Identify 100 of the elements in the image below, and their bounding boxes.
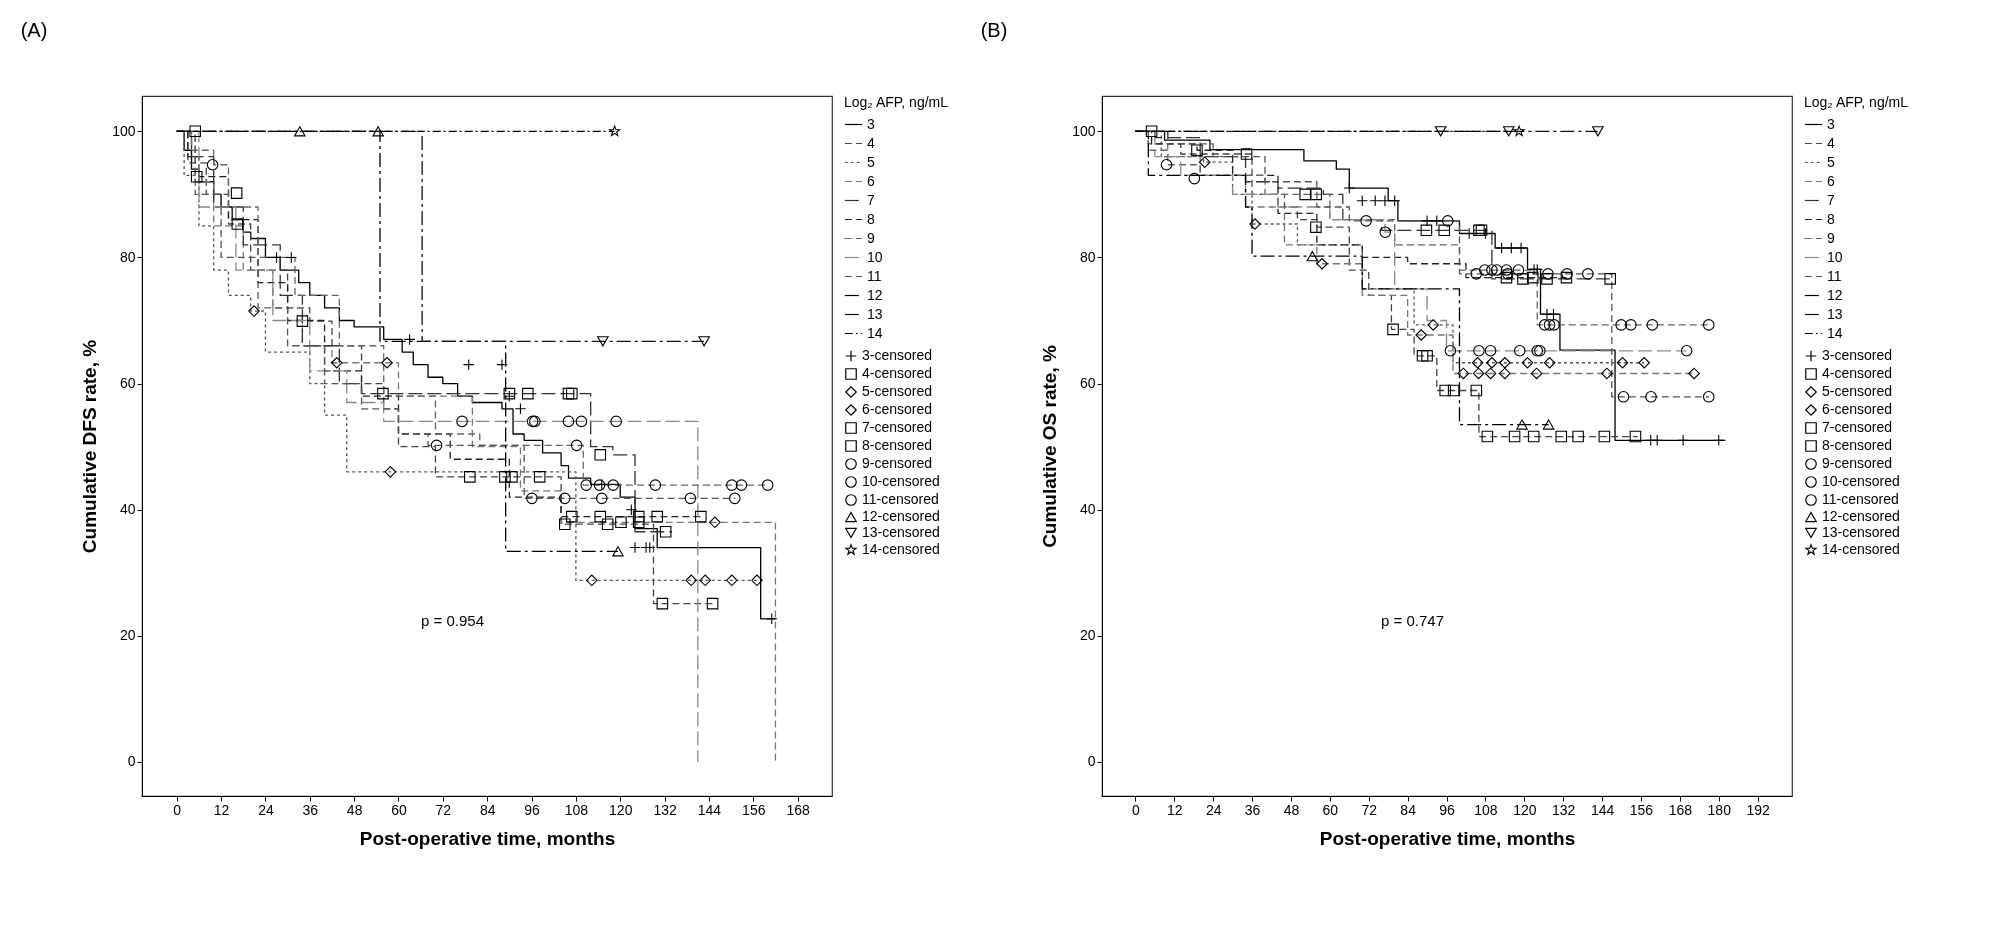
- y-tick-label: 60: [119, 375, 136, 392]
- x-tick-label: 24: [1205, 801, 1222, 818]
- legend-label: 10: [1827, 248, 1843, 265]
- x-tick-label: 0: [1131, 801, 1140, 818]
- legend-label: 5: [1827, 153, 1835, 170]
- x-tick-label: 156: [742, 801, 766, 818]
- legend-label: 10-censored: [1822, 473, 1900, 489]
- legend-label: 10: [867, 248, 883, 265]
- legend-label: 9-censored: [862, 455, 933, 471]
- legend-label: 14: [1827, 324, 1843, 341]
- legend-label: 13-censored: [1822, 524, 1900, 540]
- y-axis-title: Cumulative OS rate, %: [1039, 345, 1061, 548]
- legend-label: 6: [1827, 172, 1835, 189]
- legend-label: 13: [867, 305, 883, 322]
- legend-label: 8-censored: [862, 437, 933, 453]
- legend-label: 13: [1827, 305, 1843, 322]
- x-tick-label: 132: [653, 801, 677, 818]
- legend-label: 9: [1827, 229, 1835, 246]
- legend-label: 9: [867, 229, 875, 246]
- legend-label: 13-censored: [862, 524, 940, 540]
- x-tick-label: 72: [1361, 801, 1378, 818]
- y-tick-label: 20: [1079, 627, 1096, 644]
- x-tick-label: 168: [786, 801, 811, 818]
- legend-label: 10-censored: [862, 473, 940, 489]
- legend-label: 11-censored: [862, 491, 939, 507]
- chart-title: (B): [980, 19, 1008, 41]
- legend-label: 7: [867, 191, 875, 208]
- legend-label: 8: [1827, 210, 1835, 227]
- y-tick-label: 40: [119, 501, 136, 518]
- legend-label: 6-censored: [862, 401, 933, 417]
- x-tick-label: 12: [1166, 801, 1183, 818]
- legend-label: 12: [867, 286, 883, 303]
- legend-label: 9-censored: [1822, 455, 1893, 471]
- legend-label: 8: [867, 210, 875, 227]
- legend-title: Log₂ AFP, ng/mL: [844, 94, 949, 110]
- x-tick-label: 48: [1283, 801, 1300, 818]
- x-tick-label: 120: [1513, 801, 1537, 818]
- x-tick-label: 84: [479, 801, 496, 818]
- legend-label: 12-censored: [1822, 508, 1900, 524]
- x-tick-label: 24: [258, 801, 274, 818]
- legend-label: 3-censored: [1822, 347, 1893, 363]
- y-tick-label: 40: [1079, 501, 1096, 518]
- y-tick-label: 0: [127, 753, 136, 770]
- annotation: p = 0.747: [1381, 612, 1444, 629]
- x-tick-label: 96: [1439, 801, 1456, 818]
- x-tick-label: 108: [1474, 801, 1498, 818]
- legend-label: 6: [867, 172, 875, 189]
- y-tick-label: 0: [1087, 753, 1096, 770]
- legend-label: 4: [867, 134, 875, 151]
- legend-label: 3-censored: [862, 347, 933, 363]
- x-tick-label: 144: [697, 801, 722, 818]
- legend-label: 14-censored: [1822, 541, 1900, 557]
- legend-label: 14: [867, 324, 883, 341]
- x-tick-label: 60: [391, 801, 407, 818]
- legend-label: 7: [1827, 191, 1835, 208]
- x-axis-title: Post-operative time, months: [1319, 827, 1576, 849]
- y-tick-label: 100: [112, 122, 136, 139]
- x-tick-label: 180: [1707, 801, 1732, 818]
- legend-label: 14-censored: [862, 541, 940, 557]
- x-tick-label: 156: [1629, 801, 1654, 818]
- x-tick-label: 96: [524, 801, 541, 818]
- x-tick-label: 36: [302, 801, 319, 818]
- legend-title: Log₂ AFP, ng/mL: [1804, 94, 1909, 110]
- x-tick-label: 168: [1668, 801, 1693, 818]
- x-tick-label: 0: [173, 801, 182, 818]
- legend-label: 5-censored: [1822, 383, 1893, 399]
- legend-label: 7-censored: [1822, 419, 1893, 435]
- y-tick-label: 100: [1072, 122, 1096, 139]
- y-tick-label: 80: [1079, 248, 1096, 265]
- legend-label: 8-censored: [1822, 437, 1893, 453]
- legend-label: 7-censored: [862, 419, 933, 435]
- legend-label: 3: [867, 115, 875, 132]
- legend-label: 6-censored: [1822, 401, 1893, 417]
- legend-label: 11: [867, 267, 882, 284]
- legend-label: 12: [1827, 286, 1843, 303]
- x-tick-label: 48: [346, 801, 363, 818]
- x-tick-label: 192: [1746, 801, 1771, 818]
- y-tick-label: 60: [1079, 375, 1096, 392]
- x-tick-label: 132: [1552, 801, 1576, 818]
- legend-label: 11-censored: [1822, 491, 1899, 507]
- x-tick-label: 60: [1322, 801, 1339, 818]
- y-tick-label: 80: [119, 248, 136, 265]
- x-axis-title: Post-operative time, months: [359, 827, 616, 849]
- legend-label: 4-censored: [862, 365, 933, 381]
- legend-label: 5: [867, 153, 875, 170]
- legend-label: 11: [1827, 267, 1842, 284]
- legend-label: 3: [1827, 115, 1835, 132]
- legend-label: 12-censored: [862, 508, 940, 524]
- annotation: p = 0.954: [421, 612, 484, 629]
- legend-label: 4: [1827, 134, 1835, 151]
- x-tick-label: 120: [609, 801, 633, 818]
- x-tick-label: 84: [1400, 801, 1417, 818]
- y-tick-label: 20: [119, 627, 136, 644]
- x-tick-label: 108: [564, 801, 589, 818]
- x-tick-label: 12: [213, 801, 230, 818]
- chart-title: (A): [20, 19, 48, 41]
- y-axis-title: Cumulative DFS rate, %: [79, 339, 101, 554]
- x-tick-label: 144: [1590, 801, 1615, 818]
- x-tick-label: 72: [435, 801, 452, 818]
- x-tick-label: 36: [1244, 801, 1261, 818]
